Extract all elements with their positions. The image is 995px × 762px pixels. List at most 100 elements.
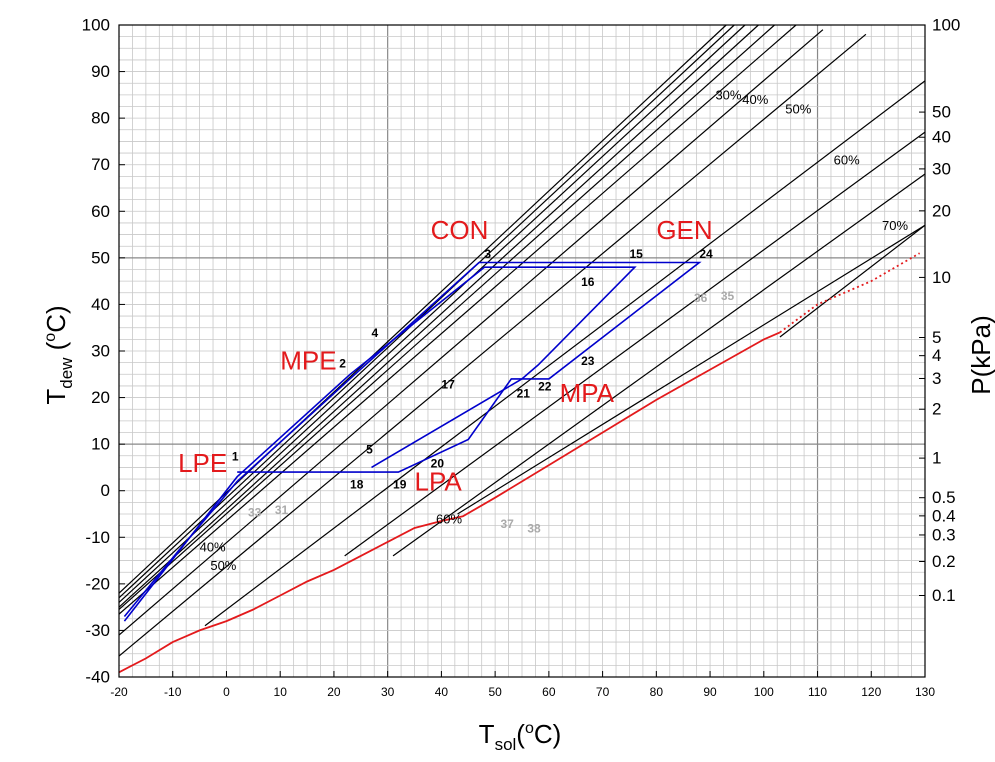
annotations: 30% 40%50%60%70%40%50%60%CON GENMPELPEMPAL… (178, 88, 908, 573)
isosteres (118, 24, 926, 657)
y2-tick-label: 20 (932, 201, 951, 220)
gray-point-label: 37 (501, 517, 515, 531)
state-point-label: 17 (441, 377, 455, 391)
gray-point-label: 36 (694, 291, 708, 305)
x-tick-label: 40 (435, 685, 449, 699)
y2-tick-label: 30 (932, 159, 951, 178)
isostere-label: 60% (834, 153, 860, 168)
y2-tick-label: 2 (932, 400, 941, 419)
component-label: LPE (178, 448, 227, 478)
state-point-label: 18 (350, 477, 364, 491)
isostere-line (118, 24, 727, 594)
isostere-label: 40% (742, 92, 768, 107)
gray-point-label: 35 (721, 289, 735, 303)
y-axis-title: Tdew (oC) (41, 305, 76, 404)
y2-axis-title: P(kPa) (966, 315, 995, 394)
isostere-line (344, 131, 926, 557)
isostere-line (118, 33, 867, 657)
y-tick-label: -30 (85, 621, 110, 640)
y2-tick-label: 100 (932, 15, 960, 34)
y2-tick-label: 1 (932, 449, 941, 468)
y2-tick-label: 10 (932, 268, 951, 287)
y-tick-label: 90 (91, 62, 110, 81)
x-axis-title: Tsol(oC) (479, 719, 562, 754)
state-point-label: 20 (431, 456, 445, 470)
y-tick-label: 40 (91, 295, 110, 314)
gray-point-label: 38 (527, 522, 541, 536)
series-line (123, 261, 702, 618)
isostere-line (392, 173, 926, 557)
isostere-line (118, 24, 735, 599)
x-tick-label: 120 (861, 685, 881, 699)
state-point-label: 21 (517, 387, 531, 401)
state-point-label: 2 (339, 356, 346, 370)
x-tick-label: 70 (596, 685, 610, 699)
state-point-label: 23 (581, 354, 595, 368)
series-line (123, 266, 637, 622)
y-tick-label: 60 (91, 202, 110, 221)
component-label: MPE (280, 346, 336, 376)
y-axis-title-sup: o (42, 333, 59, 342)
y-tick-label: 100 (82, 15, 110, 34)
x-tick-label: -10 (164, 685, 182, 699)
state-point-label: 16 (581, 275, 595, 289)
x-tick-label: 90 (703, 685, 717, 699)
x-tick-label: 30 (381, 685, 395, 699)
y2-tick-label: 0.5 (932, 488, 956, 507)
x-tick-label: 60 (542, 685, 556, 699)
axis-ticks: -20 -10 0 10 20 30 40 50 60 70 80 90 100 110 120 130-40… (82, 15, 961, 699)
state-point-label: 19 (393, 477, 407, 491)
x-axis-title-unit: C) (534, 719, 561, 749)
y-axis-title-unit: C) (41, 305, 71, 332)
series-line (779, 252, 921, 334)
series-line (118, 331, 781, 674)
y-tick-label: 80 (91, 109, 110, 128)
isostere-label: 30% (715, 88, 741, 103)
x-tick-label: 0 (223, 685, 230, 699)
x-tick-label: 80 (650, 685, 664, 699)
y2-tick-label: 0.4 (932, 506, 956, 525)
state-point-label: 22 (538, 380, 552, 394)
series-lines (118, 252, 921, 674)
isostere-label: 60% (436, 511, 462, 526)
x-tick-label: 50 (488, 685, 502, 699)
component-label: CON (431, 215, 489, 245)
y2-tick-label: 0.3 (932, 525, 956, 544)
y2-tick-label: 50 (932, 103, 951, 122)
component-label: MPA (560, 378, 615, 408)
x-tick-label: 10 (274, 685, 288, 699)
component-label: LPA (415, 467, 463, 497)
y2-tick-label: 3 (932, 369, 941, 388)
isostere-line (118, 24, 759, 608)
x-axis-title-sub: sol (495, 735, 517, 754)
y-tick-label: 30 (91, 341, 110, 360)
isostere-line (204, 80, 926, 627)
state-point-label: 3 (484, 247, 491, 261)
state-point-label: 1 (232, 449, 239, 463)
y2-tick-label: 4 (932, 346, 941, 365)
y-tick-label: -40 (85, 667, 110, 686)
isostere-label: 70% (882, 218, 908, 233)
x-tick-label: 20 (327, 685, 341, 699)
isostere-label: 50% (785, 101, 811, 116)
y2-tick-label: 40 (932, 128, 951, 147)
y2-tick-label: 0.1 (932, 586, 956, 605)
y-tick-label: 20 (91, 388, 110, 407)
state-point-label: 24 (699, 247, 713, 261)
isostere-line (118, 29, 824, 636)
gray-point-label: 31 (275, 503, 289, 517)
y-axis-title-main: T (41, 389, 71, 405)
y-tick-label: 70 (91, 155, 110, 174)
x-tick-label: -20 (110, 685, 128, 699)
grid-lines (118, 24, 926, 678)
isostere-label: 40% (200, 539, 226, 554)
x-axis-title-sup: o (525, 720, 534, 737)
isostere-line (118, 24, 775, 610)
x-axis-title-main: T (479, 719, 495, 749)
x-tick-label: 130 (915, 685, 935, 699)
y2-tick-label: 5 (932, 328, 941, 347)
x-axis-title-paren: ( (516, 719, 525, 749)
isostere-label: 50% (210, 558, 236, 573)
y-axis-title-paren: ( (41, 341, 71, 357)
